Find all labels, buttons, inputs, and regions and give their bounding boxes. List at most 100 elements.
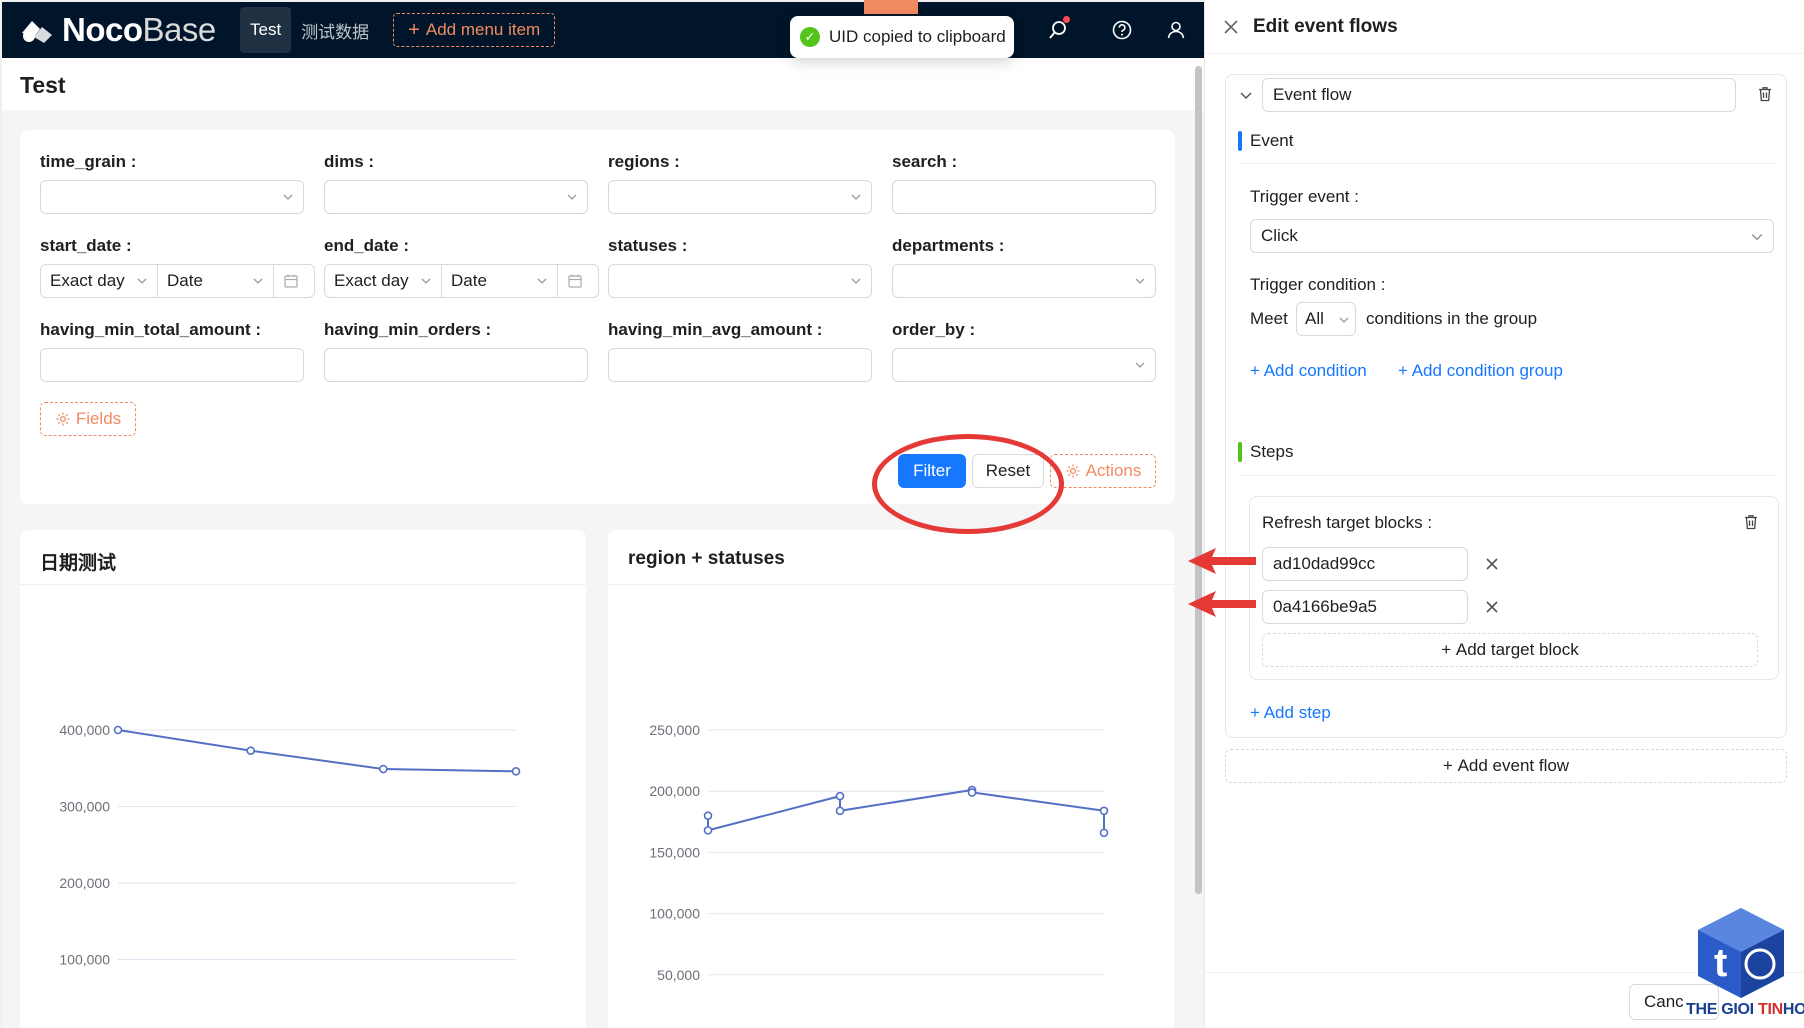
having-min-total-amount-field: having_min_total_amount : [40, 320, 262, 339]
delete-icon[interactable] [1756, 85, 1774, 103]
start-date-calendar-button[interactable] [273, 264, 315, 298]
close-icon[interactable] [1221, 17, 1241, 37]
chart-divider [20, 584, 586, 585]
search-input[interactable] [892, 180, 1156, 214]
footer-divider [1205, 972, 1804, 973]
flow-name-input[interactable]: Event flow [1262, 78, 1736, 112]
chevron-down-icon [1339, 317, 1349, 323]
line-chart-date-test: 0100,000200,000300,000400,000SouthNorthW… [59, 722, 521, 968]
add-menu-item-button[interactable]: + Add menu item [393, 13, 556, 47]
y-tick-label: 300,000 [59, 799, 110, 815]
series-line [707, 788, 1105, 833]
dims-select[interactable] [324, 180, 588, 214]
chevron-down-icon [283, 194, 293, 200]
data-point [379, 764, 388, 774]
end-date-picker[interactable]: Date [441, 264, 558, 298]
add-event-flow-button[interactable]: + Add event flow [1225, 749, 1787, 783]
page-scrollbar[interactable] [1192, 58, 1204, 894]
page-title: Test [20, 72, 66, 98]
nav-item-test[interactable]: Test [240, 7, 292, 53]
having-min-orders-field: having_min_orders : [324, 320, 492, 339]
trigger-event-label: Trigger event : [1250, 187, 1359, 206]
brand-logo[interactable]: NocoBase [20, 11, 220, 49]
start-date-picker[interactable]: Date [157, 264, 274, 298]
scrollbar-thumb[interactable] [1195, 66, 1202, 894]
gear-icon [56, 412, 70, 426]
plus-icon: + [1441, 640, 1456, 659]
add-condition-link[interactable]: + Add condition [1250, 361, 1367, 380]
plus-icon: + [1398, 361, 1412, 380]
add-target-block-button[interactable]: + Add target block [1262, 633, 1758, 667]
annotation-circle [872, 434, 1064, 534]
target-block-input-1[interactable]: ad10dad99cc [1262, 547, 1468, 581]
having-min-total-amount-input[interactable] [40, 348, 304, 382]
regions-field: regions : [608, 152, 680, 171]
data-point [835, 806, 845, 816]
chevron-down-icon [567, 194, 577, 200]
departments-select[interactable] [892, 264, 1156, 298]
y-tick-label: 150,000 [649, 844, 700, 860]
y-tick-label: 400,000 [59, 722, 110, 738]
orange-indicator [864, 0, 918, 14]
end-date-calendar-button[interactable] [557, 264, 599, 298]
data-point [511, 767, 521, 776]
time-grain-select[interactable] [40, 180, 304, 214]
chevron-down-icon [1135, 278, 1145, 284]
add-step-link[interactable]: + Add step [1250, 703, 1331, 722]
having-min-avg-amount-field: having_min_avg_amount : [608, 320, 823, 339]
chart-card-date-test: 日期测试 0100,000200,000300,000400,000SouthN… [20, 530, 586, 1028]
data-point [703, 826, 713, 835]
chevron-down-icon [421, 278, 431, 284]
data-point [1099, 806, 1109, 816]
having-min-orders-input[interactable] [324, 348, 588, 382]
close-icon[interactable] [1484, 599, 1500, 615]
departments-field: departments : [892, 236, 1005, 255]
add-condition-group-link[interactable]: + Add condition group [1398, 361, 1563, 380]
search-field: search : [892, 152, 958, 171]
event-flow-panel: Event flow Event Trigger event : Click T… [1225, 74, 1787, 738]
end-date-field: end_date : [324, 236, 410, 255]
conditions-suffix: conditions in the group [1366, 309, 1538, 328]
cube-logo-icon: t [1698, 908, 1784, 998]
calendar-icon [284, 274, 298, 288]
data-point [113, 725, 123, 735]
chart-divider [608, 584, 1174, 585]
target-block-input-2[interactable]: 0a4166be9a5 [1262, 590, 1468, 624]
actions-config-button[interactable]: Actions [1050, 454, 1156, 488]
y-tick-label: 100,000 [649, 906, 700, 922]
user-icon[interactable] [1162, 16, 1190, 44]
add-menu-item-label: Add menu item [425, 20, 541, 39]
chevron-down-icon [137, 278, 147, 284]
steps-section-marker [1238, 442, 1242, 462]
event-section-title: Event [1250, 131, 1294, 150]
statuses-select[interactable] [608, 264, 872, 298]
chevron-down-icon[interactable] [1238, 87, 1254, 103]
y-tick-label: 50,000 [657, 967, 700, 983]
close-icon[interactable] [1484, 556, 1500, 572]
calendar-icon [568, 274, 582, 288]
meet-select[interactable]: All [1296, 302, 1356, 336]
plus-icon: + [408, 18, 420, 41]
help-icon[interactable] [1108, 16, 1136, 44]
y-tick-label: 100,000 [59, 952, 110, 968]
plus-icon: + [1250, 361, 1264, 380]
cancel-button[interactable]: Canc [1629, 984, 1719, 1020]
chevron-down-icon [537, 278, 547, 284]
start-date-field: start_date : [40, 236, 132, 255]
svg-text:t: t [1714, 941, 1727, 985]
regions-select[interactable] [608, 180, 872, 214]
fields-config-button[interactable]: Fields [40, 402, 136, 436]
having-min-avg-amount-input[interactable] [608, 348, 872, 382]
end-date-mode-select[interactable]: Exact day [324, 264, 442, 298]
search-icon[interactable] [1044, 15, 1072, 44]
meet-label: Meet [1250, 309, 1288, 328]
gear-icon [1066, 464, 1080, 478]
nav-item-test-data[interactable]: 测试数据 [301, 22, 370, 42]
trigger-event-select[interactable]: Click [1250, 219, 1774, 253]
order-by-select[interactable] [892, 348, 1156, 382]
delete-icon[interactable] [1742, 513, 1760, 531]
page-header [2, 58, 1204, 110]
drawer-title: Edit event flows [1253, 15, 1398, 37]
refresh-target-blocks-step: Refresh target blocks : ad10dad99cc 0a41… [1249, 496, 1779, 680]
start-date-mode-select[interactable]: Exact day [40, 264, 158, 298]
